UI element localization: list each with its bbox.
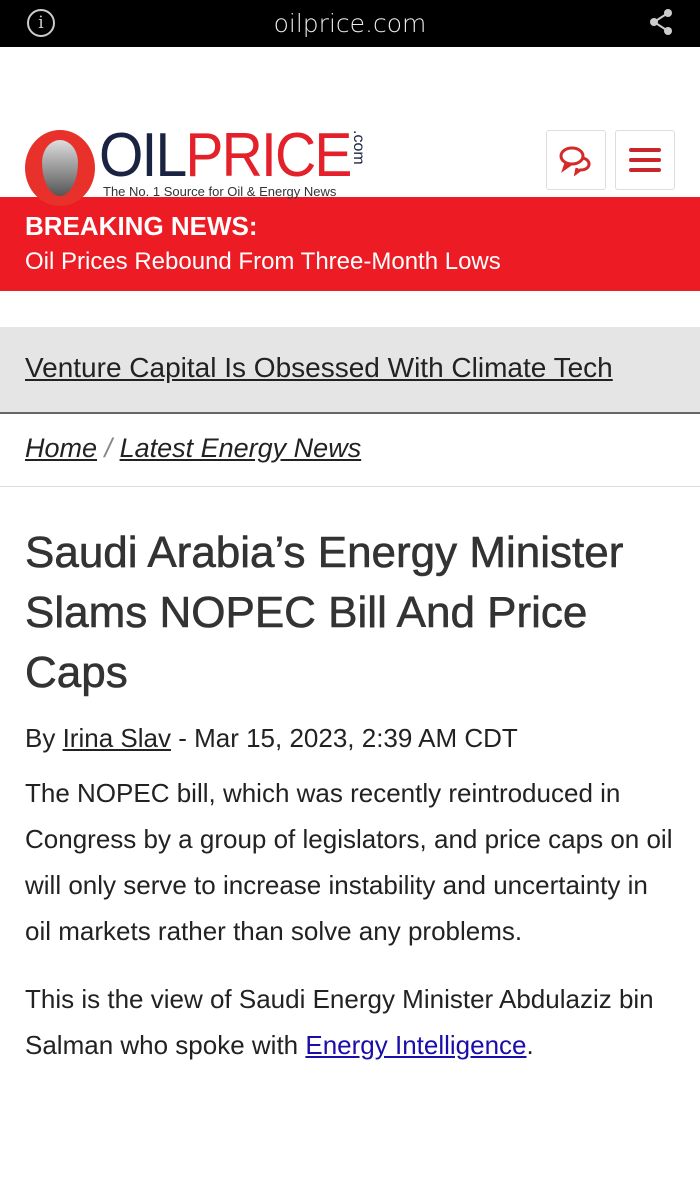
- paragraph-end: .: [526, 1030, 534, 1060]
- share-icon[interactable]: [648, 8, 674, 36]
- promo-link[interactable]: Venture Capital Is Obsessed With Climate…: [25, 352, 613, 383]
- breadcrumb: Home / Latest Energy News: [0, 414, 700, 487]
- browser-bar: i oilprice.com: [0, 0, 700, 47]
- paragraph-text: This is the view of Saudi Energy Ministe…: [25, 984, 654, 1060]
- chat-bubbles-icon: [559, 146, 591, 176]
- menu-button[interactable]: [615, 130, 675, 190]
- logo-price: PRICE: [185, 121, 352, 190]
- tagline: The No. 1 Source for Oil & Energy News: [103, 184, 337, 199]
- breaking-label: BREAKING NEWS:: [25, 211, 258, 241]
- site-logo[interactable]: OILPRICE .com The No. 1 Source for Oil &…: [25, 124, 372, 206]
- breadcrumb-home[interactable]: Home: [25, 433, 98, 463]
- breaking-news-banner[interactable]: BREAKING NEWS: Oil Prices Rebound From T…: [0, 197, 700, 291]
- energy-intelligence-link[interactable]: Energy Intelligence: [305, 1030, 527, 1060]
- article-paragraph: The NOPEC bill, which was recently reint…: [25, 778, 673, 946]
- hamburger-icon: [629, 148, 661, 172]
- byline: By Irina Slav - Mar 15, 2023, 2:39 AM CD…: [0, 703, 700, 754]
- logo-com: .com: [350, 130, 367, 165]
- publish-date: - Mar 15, 2023, 2:39 AM CDT: [170, 723, 518, 753]
- author-link[interactable]: Irina Slav: [62, 723, 171, 753]
- breadcrumb-section[interactable]: Latest Energy News: [119, 433, 362, 463]
- logo-oil: OIL: [99, 121, 187, 190]
- breadcrumb-separator: /: [104, 433, 113, 463]
- promo-banner: Venture Capital Is Obsessed With Climate…: [0, 327, 700, 414]
- info-icon[interactable]: i: [27, 9, 55, 37]
- breaking-headline[interactable]: Oil Prices Rebound From Three-Month Lows: [25, 248, 501, 275]
- url[interactable]: oilprice.com: [273, 9, 427, 38]
- oil-drop-icon: [25, 130, 95, 206]
- article-title: Saudi Arabia’s Energy Minister Slams NOP…: [25, 528, 624, 698]
- article-paragraph: This is the view of Saudi Energy Ministe…: [0, 976, 700, 1068]
- comments-button[interactable]: [546, 130, 606, 190]
- byline-prefix: By: [25, 723, 63, 753]
- site-header: OILPRICE .com The No. 1 Source for Oil &…: [0, 47, 700, 206]
